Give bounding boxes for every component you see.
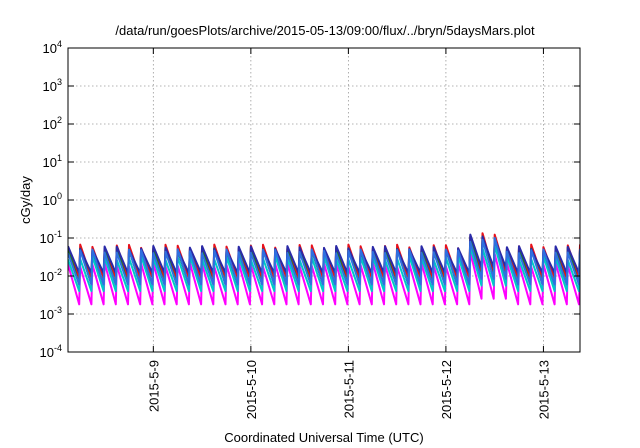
x-tick-label: 2015-5-13	[536, 360, 551, 419]
y-tick-label: 10-3	[40, 305, 62, 322]
x-axis-label: Coordinated Universal Time (UTC)	[224, 430, 423, 445]
x-axis: 2015-5-9 2015-5-10 2015-5-11 2015-5-12 2015-…	[146, 48, 551, 419]
y-tick-label: 102	[43, 115, 62, 132]
series-line	[68, 233, 580, 274]
y-tick-label: 10-4	[40, 343, 62, 360]
x-tick-label: 2015-5-10	[244, 360, 259, 419]
x-tick-label: 2015-5-9	[146, 360, 161, 412]
x-tick-label: 2015-5-12	[439, 360, 454, 419]
y-tick-label: 101	[43, 153, 62, 170]
grid	[68, 48, 580, 352]
y-tick-label: 10-1	[40, 229, 62, 246]
series-line	[68, 244, 580, 293]
series-line	[68, 251, 580, 306]
y-tick-label: 104	[43, 39, 62, 56]
series-line	[68, 236, 580, 286]
y-tick-label: 10-2	[40, 267, 62, 284]
y-axis: 10-4 10-3 10-2 10-1 100 101 102 103 104	[40, 39, 580, 360]
y-tick-label: 103	[43, 77, 62, 94]
chart-title: /data/run/goesPlots/archive/2015-05-13/0…	[115, 23, 535, 38]
series-layer	[68, 232, 580, 306]
y-tick-label: 100	[43, 191, 62, 208]
y-axis-label: cGy/day	[18, 176, 33, 224]
x-tick-label: 2015-5-11	[341, 360, 356, 418]
